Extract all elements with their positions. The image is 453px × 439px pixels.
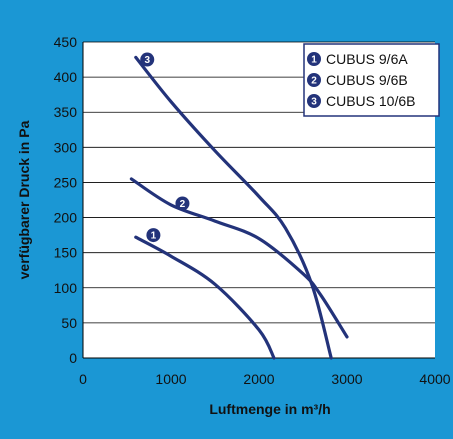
y-tick-label: 0: [69, 350, 77, 366]
y-tick-label: 250: [54, 174, 78, 190]
series-marker-dot: [175, 196, 190, 211]
y-tick-labels: 0 50 100 150 200 250 300 350 400 450: [54, 34, 78, 366]
y-tick-label: 100: [54, 280, 78, 296]
series-markers: 1 2 3: [140, 52, 190, 243]
x-tick-label: 1000: [155, 371, 186, 387]
legend-label: CUBUS 9/6B: [326, 72, 408, 88]
legend-marker-label: 2: [311, 76, 317, 87]
legend-box: [303, 43, 440, 117]
y-tick-label: 50: [61, 315, 77, 331]
legend-label: CUBUS 9/6A: [326, 51, 408, 67]
x-tick-label: 3000: [331, 371, 362, 387]
x-axis-title: Luftmenge in m³/h: [209, 401, 330, 417]
x-tick-label: 0: [79, 371, 87, 387]
legend-item: 3 CUBUS 10/6B: [307, 93, 415, 109]
series-marker-label: 3: [144, 55, 150, 66]
y-tick-label: 350: [54, 104, 78, 120]
y-axis-title: verfügbarer Druck in Pa: [16, 120, 32, 279]
series-line: [134, 55, 333, 360]
legend-marker: [307, 73, 321, 87]
legend-item: 2 CUBUS 9/6B: [307, 72, 408, 88]
y-tick-label: 450: [54, 34, 78, 50]
legend-item: 1 CUBUS 9/6A: [307, 51, 408, 67]
x-tick-label: 2000: [243, 371, 274, 387]
series-marker-label: 2: [180, 199, 186, 210]
series-line: [134, 235, 276, 360]
series-lines: [129, 55, 349, 360]
legend-marker: [307, 52, 321, 66]
x-tick-labels: 0 1000 2000 3000 4000: [79, 371, 451, 387]
series-line: [129, 177, 349, 339]
y-tick-label: 300: [54, 139, 78, 155]
series-marker-dot: [146, 228, 161, 243]
series-marker-label: 1: [151, 231, 157, 242]
legend-marker-label: 3: [311, 97, 317, 108]
grid-lines: [82, 41, 435, 359]
x-tick-label: 4000: [419, 371, 450, 387]
series-marker-dot: [140, 52, 155, 67]
legend-marker-label: 1: [311, 55, 317, 66]
legend: 1 CUBUS 9/6A 2 CUBUS 9/6B 3 CUBUS 10/6B: [303, 43, 440, 117]
legend-label: CUBUS 10/6B: [326, 93, 415, 109]
series-marker: 2: [175, 196, 190, 211]
series-marker: 3: [140, 52, 155, 67]
y-tick-label: 150: [54, 245, 78, 261]
series-marker: 1: [146, 228, 161, 243]
y-tick-label: 200: [54, 210, 78, 226]
y-tick-label: 400: [54, 69, 78, 85]
legend-marker: [307, 94, 321, 108]
